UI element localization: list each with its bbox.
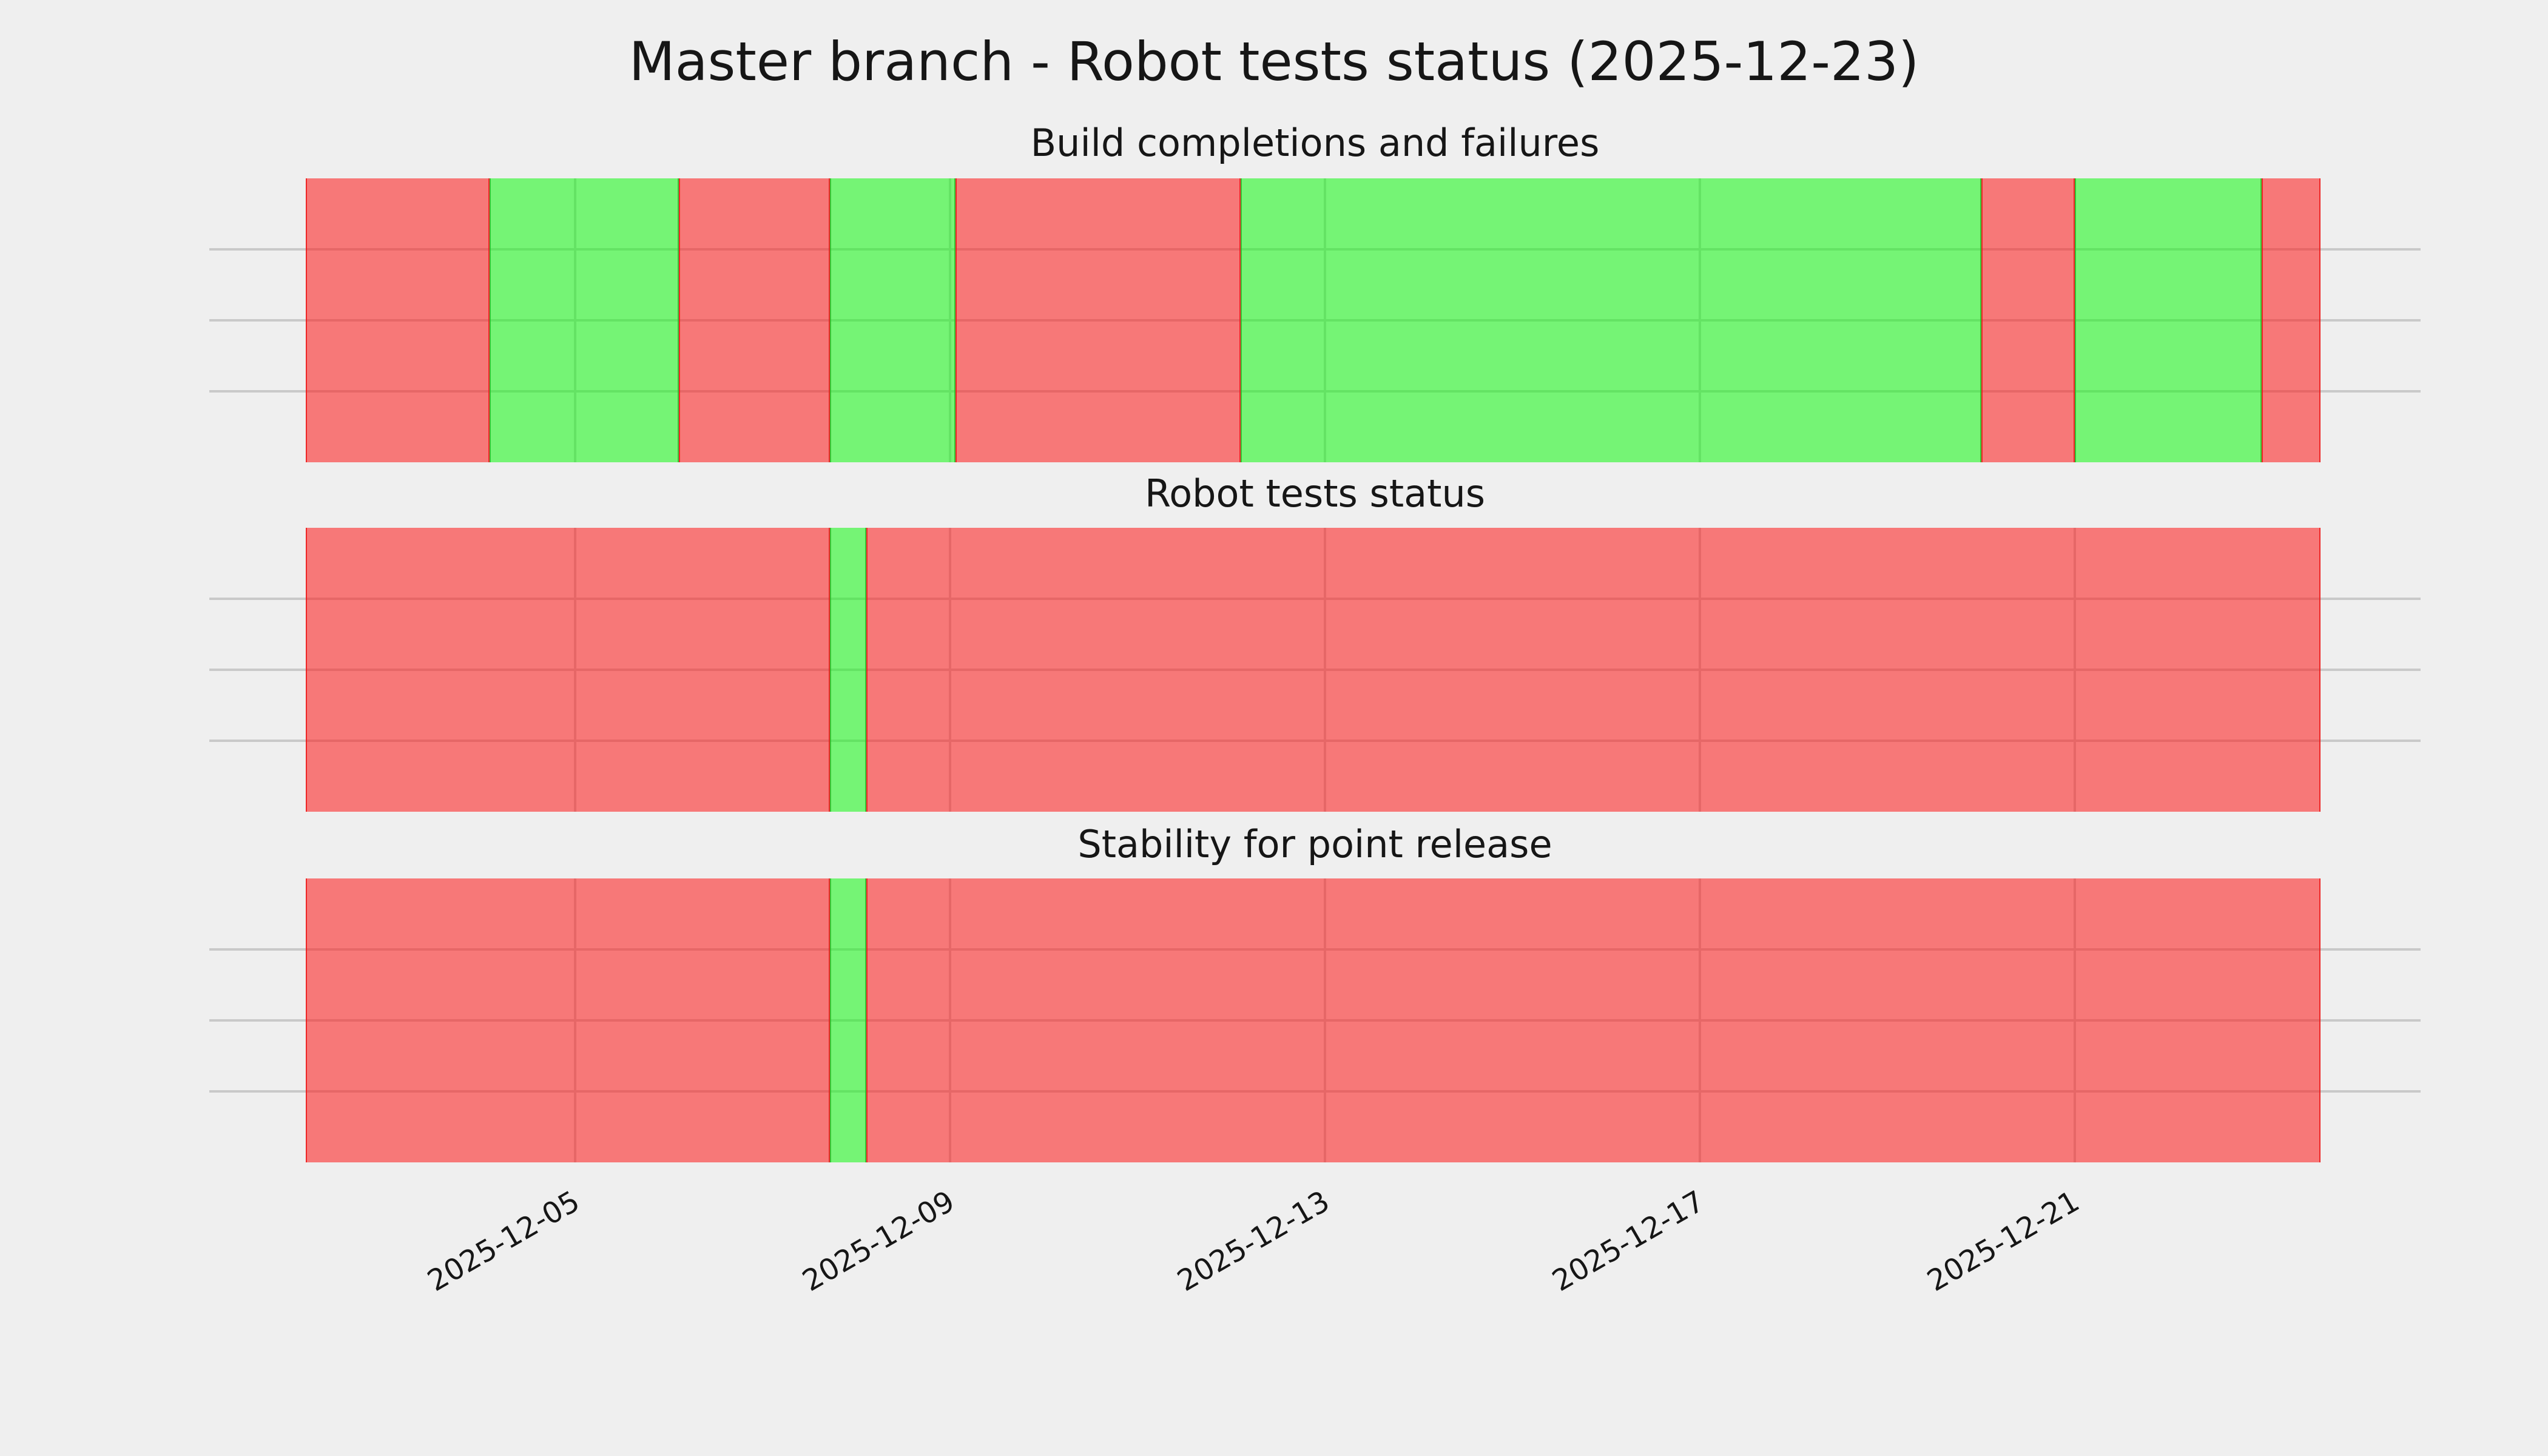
x-tick-label: 2025-12-05 [421,1184,585,1298]
status-segment-failure [679,178,830,462]
status-segment-success [1240,178,1981,462]
plot-area-build-completions [209,178,2421,462]
status-segment-success [489,178,679,462]
subplot-title-robot-tests: Robot tests status [1144,471,1486,516]
status-segment-success [829,528,867,812]
status-segment-failure [306,178,490,462]
status-segment-success [2075,178,2262,462]
x-tick-label: 2025-12-09 [797,1184,960,1298]
status-segment-failure [1981,178,2075,462]
plot-area-stability [209,878,2421,1162]
status-segment-failure [306,528,830,812]
status-segment-failure [955,178,1241,462]
status-segment-success [829,878,867,1162]
status-segment-failure [2261,178,2320,462]
status-segment-failure [866,878,2320,1162]
plot-area-robot-tests [209,528,2421,812]
x-tick-label: 2025-12-17 [1546,1184,1710,1298]
status-segment-success [829,178,956,462]
x-tick-label: 2025-12-21 [1921,1184,2086,1298]
figure-title: Master branch - Robot tests status (2025… [629,30,1919,93]
status-segment-failure [866,528,2320,812]
subplot-title-build-completions: Build completions and failures [1030,121,1600,165]
status-segment-failure [306,878,830,1162]
x-tick-label: 2025-12-13 [1171,1184,1335,1298]
subplot-title-stability: Stability for point release [1077,822,1552,866]
